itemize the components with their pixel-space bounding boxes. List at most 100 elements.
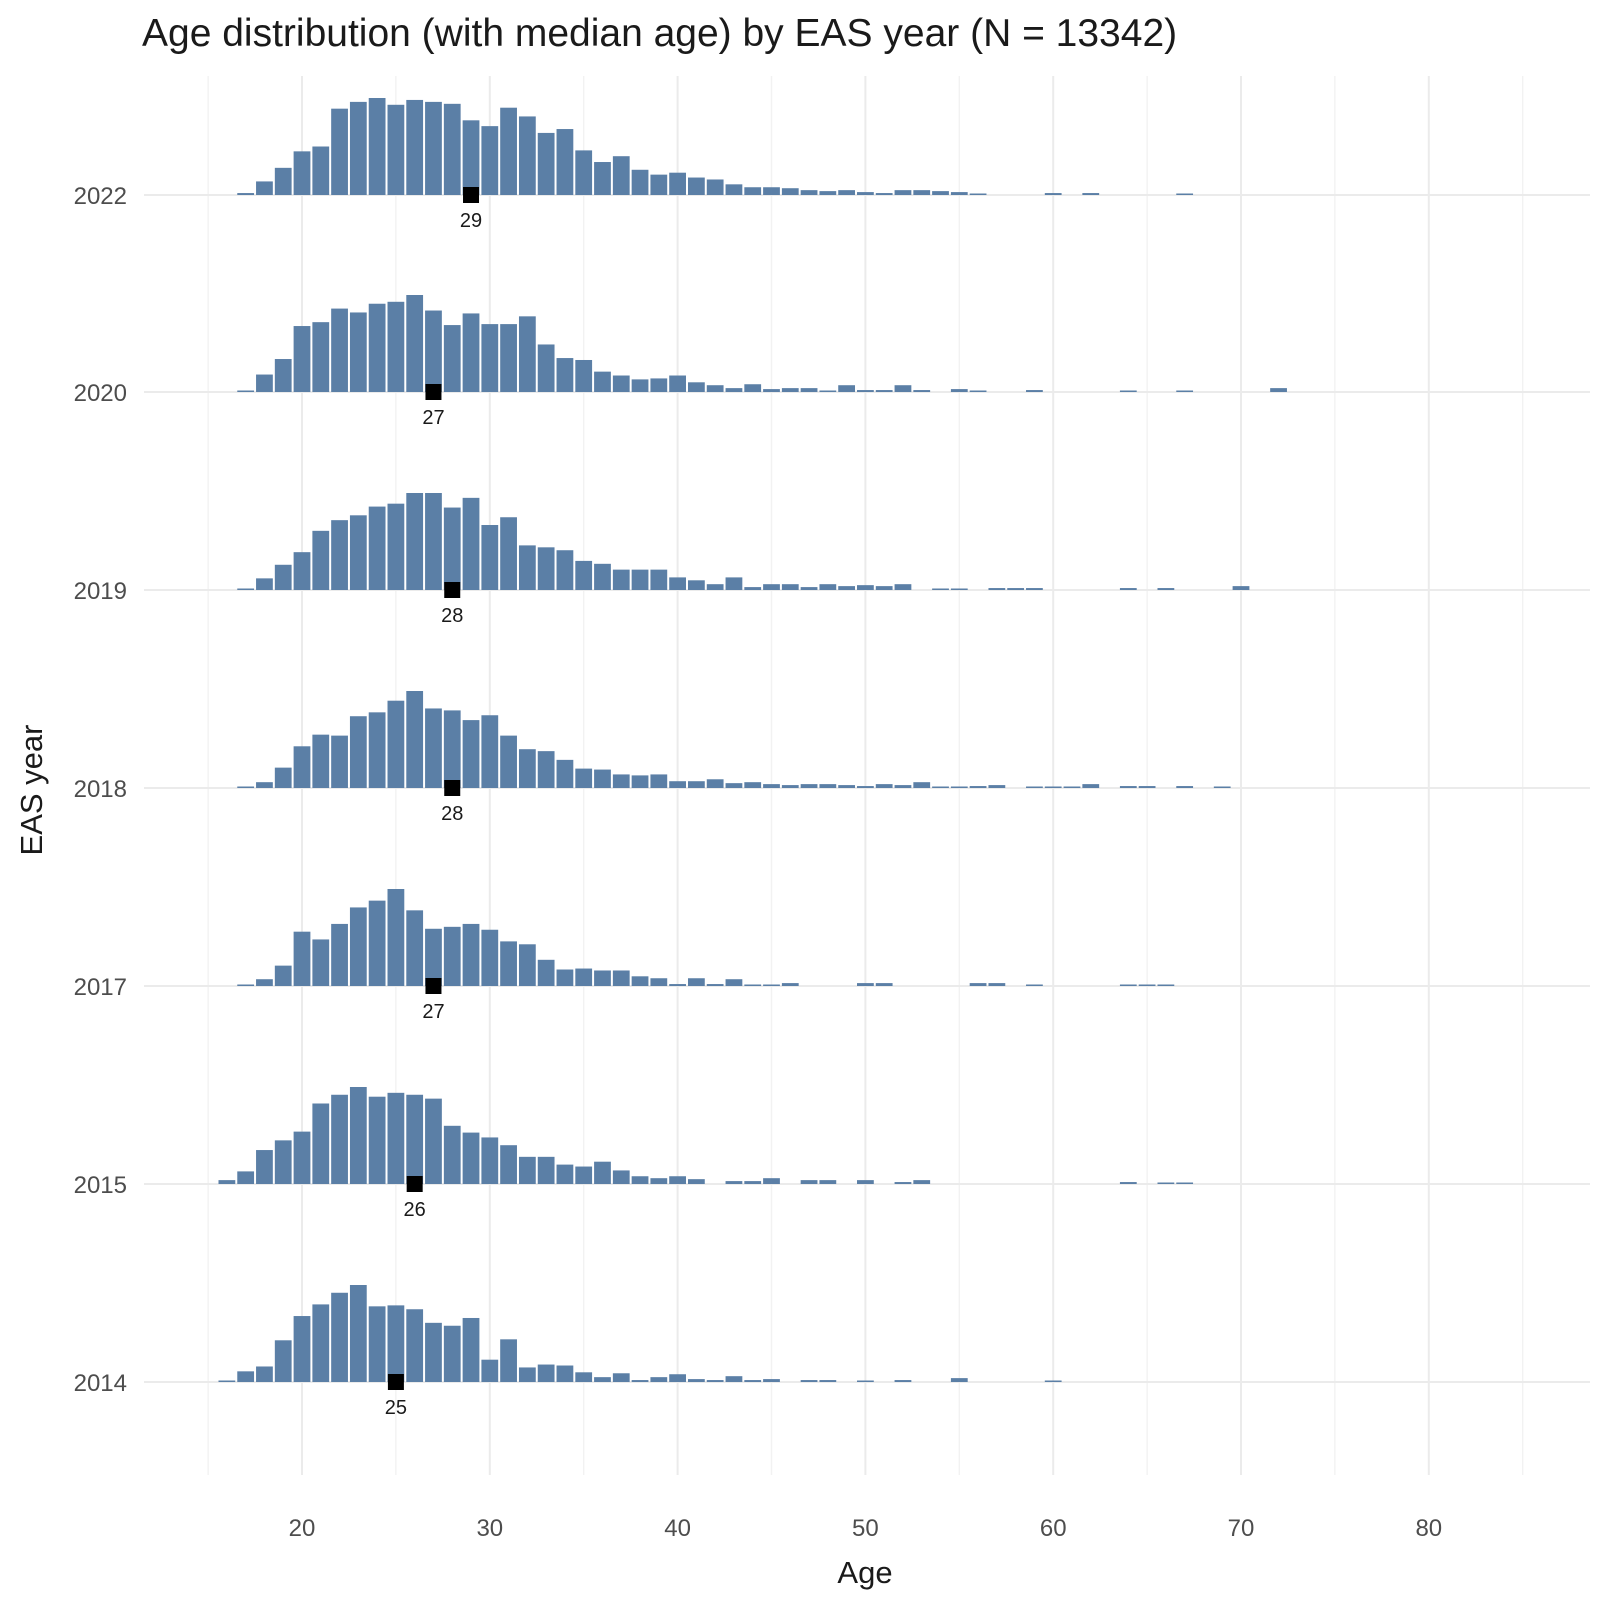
histogram-bar xyxy=(481,1359,499,1382)
histogram-bar xyxy=(969,193,987,195)
median-marker xyxy=(387,1374,404,1390)
histogram-bar xyxy=(1176,786,1194,788)
histogram-bar xyxy=(631,1380,649,1382)
histogram-bar xyxy=(312,1304,330,1382)
y-tick-label: 2014 xyxy=(74,1370,127,1397)
histogram-bar xyxy=(1044,193,1062,195)
histogram-bar xyxy=(443,507,461,590)
histogram-bar xyxy=(274,359,292,392)
median-label: 27 xyxy=(422,407,444,429)
histogram-bar xyxy=(706,1380,724,1382)
histogram-bar xyxy=(781,584,799,590)
histogram-bar xyxy=(594,1161,611,1184)
histogram-bar xyxy=(1119,390,1137,392)
histogram-bar xyxy=(443,103,461,195)
histogram-bar xyxy=(631,169,649,195)
histogram-bar xyxy=(575,968,593,986)
histogram-bar xyxy=(349,1087,367,1184)
histogram-bar xyxy=(744,587,762,590)
histogram-bar xyxy=(650,774,668,788)
histogram-bar xyxy=(800,1180,818,1184)
x-axis-tick-labels: 20 30 40 50 60 70 80 xyxy=(289,1515,1443,1542)
histogram-bar xyxy=(725,577,743,590)
histogram-bar xyxy=(500,941,517,986)
histogram-bar xyxy=(406,493,424,590)
histogram-bar xyxy=(1119,588,1137,590)
histogram-bar xyxy=(462,1317,480,1382)
histogram-bar xyxy=(819,191,837,195)
histogram-bar xyxy=(763,1178,780,1184)
x-tick-label: 70 xyxy=(1228,1515,1255,1542)
histogram-bar xyxy=(237,193,255,195)
histogram-bar xyxy=(744,384,762,392)
y-axis-tick-labels: 2014 2015 2017 2018 2019 2020 2022 xyxy=(74,183,127,1397)
histogram-bar xyxy=(857,1180,874,1184)
histogram-bar xyxy=(425,101,442,195)
histogram-bar xyxy=(256,1150,273,1184)
histogram-bar xyxy=(1213,786,1231,788)
histogram-bar xyxy=(537,132,555,195)
histogram-bar xyxy=(462,497,480,590)
histogram-bar xyxy=(894,190,912,195)
histogram-bar xyxy=(312,1103,330,1184)
histogram-bar xyxy=(575,768,593,788)
histogram-bar xyxy=(312,322,330,392)
histogram-bar xyxy=(500,107,517,195)
histogram-bar xyxy=(387,1092,405,1184)
histogram-bar xyxy=(894,785,912,788)
histogram-bar xyxy=(237,984,255,986)
histogram-bar xyxy=(687,781,705,788)
histogram-bar xyxy=(518,1367,536,1382)
histogram-bar xyxy=(763,389,780,392)
histogram-bar xyxy=(744,1380,762,1382)
histogram-bar xyxy=(819,390,837,392)
histogram-bar xyxy=(650,1178,668,1184)
histogram-bar xyxy=(368,506,386,590)
histogram-bar xyxy=(725,979,743,986)
histogram-bar xyxy=(894,1380,912,1382)
histogram-bar xyxy=(368,303,386,392)
histogram-bar xyxy=(894,385,912,392)
histogram-bar xyxy=(500,1339,517,1382)
histogram-bar xyxy=(988,983,1006,986)
histogram-bar xyxy=(237,390,255,392)
histogram-bar xyxy=(687,382,705,392)
histogram-bar xyxy=(274,965,292,986)
x-tick-label: 30 xyxy=(476,1515,503,1542)
histogram-bar xyxy=(725,783,743,788)
histogram-bar xyxy=(969,390,987,392)
histogram-bar xyxy=(1176,1182,1194,1184)
histogram-bar xyxy=(537,547,555,590)
histogram-bar xyxy=(274,1140,292,1184)
histogram-bar xyxy=(800,388,818,392)
histogram-bar xyxy=(612,375,630,392)
histogram-bar xyxy=(669,984,686,986)
histogram-bar xyxy=(556,550,574,590)
histogram-bar xyxy=(575,1372,593,1382)
histogram-bar xyxy=(387,889,405,986)
histogram-bar xyxy=(1157,1182,1175,1184)
histogram-bar xyxy=(857,1380,874,1382)
histogram-bar xyxy=(443,710,461,788)
histogram-bar xyxy=(481,126,499,195)
histogram-bar xyxy=(612,1373,630,1382)
histogram-bar xyxy=(406,1309,424,1382)
histogram-bar xyxy=(556,1365,574,1382)
histogram-bar xyxy=(594,371,611,392)
histogram-bar xyxy=(875,784,893,788)
histogram-bar xyxy=(687,177,705,195)
median-markers: 25 26 27 28 28 27 29 xyxy=(385,187,482,1419)
histogram-bar xyxy=(819,784,837,788)
histogram-bar xyxy=(1026,984,1043,986)
histogram-bar xyxy=(763,1379,780,1382)
histogram-bar xyxy=(443,325,461,392)
histogram-bar xyxy=(237,588,255,590)
histogram-bar xyxy=(387,104,405,195)
series-2018 xyxy=(237,691,1231,788)
histogram-bar xyxy=(1270,388,1287,392)
histogram-bar xyxy=(819,1380,837,1382)
median-label: 27 xyxy=(422,1001,444,1023)
histogram-bar xyxy=(594,162,611,195)
histogram-bar xyxy=(687,580,705,590)
histogram-bar xyxy=(1138,984,1156,986)
